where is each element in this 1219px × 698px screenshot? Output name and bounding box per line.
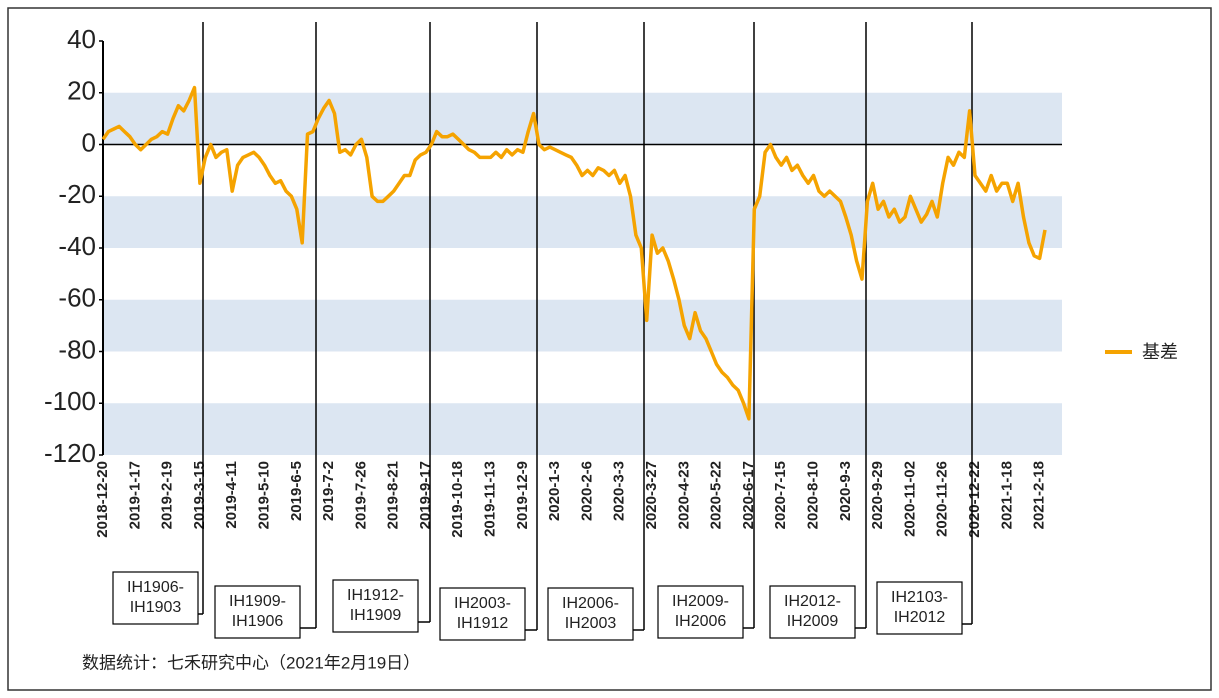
- annotation-box: [769, 585, 856, 639]
- annotation-text: IH2012: [894, 609, 946, 626]
- x-tick-label: 2019-7-26: [352, 461, 369, 529]
- x-tick-label: 2020-3-3: [611, 461, 628, 521]
- annotation-text: IH1903: [130, 599, 182, 616]
- grid-band: [103, 196, 1062, 248]
- x-tick-label: 2020-11-02: [901, 461, 918, 537]
- x-tick-label: 2020-8-10: [805, 461, 822, 529]
- x-tick-label: 2019-9-17: [417, 461, 434, 529]
- x-tick-label: 2019-6-5: [288, 461, 305, 521]
- x-tick-label: 2019-1-17: [126, 461, 143, 529]
- y-tick-label: 0: [82, 127, 96, 157]
- y-tick-label: -40: [58, 231, 96, 261]
- x-tick-label: 2021-1-18: [998, 461, 1015, 529]
- x-tick-label: 2021-2-18: [1031, 461, 1048, 529]
- annotation-box: [876, 581, 963, 635]
- source-note: 数据统计：七禾研究中心（2021年2月19日）: [82, 653, 420, 672]
- x-tick-label: 2020-7-15: [772, 461, 789, 529]
- annotation-box: [214, 585, 301, 639]
- x-tick-label: 2018-12-20: [94, 461, 111, 538]
- x-tick-label: 2019-8-21: [385, 461, 402, 529]
- annotation-text: IH2012-: [784, 593, 841, 610]
- annotation-text: IH2003-: [454, 595, 511, 612]
- annotation-box: [332, 579, 419, 633]
- annotation-text: IH1912-: [347, 587, 404, 604]
- y-tick-label: -100: [44, 386, 96, 416]
- annotation-text: IH2009: [787, 613, 839, 630]
- annotation-box: [657, 585, 744, 639]
- x-tick-label: 2019-2-19: [159, 461, 176, 529]
- y-tick-label: -60: [58, 283, 96, 313]
- x-tick-label: 2019-5-10: [255, 461, 272, 529]
- annotation-text: IH2003: [565, 615, 617, 632]
- annotation-text: IH1909: [350, 607, 402, 624]
- x-tick-label: 2020-12-22: [966, 461, 983, 538]
- y-tick-label: -80: [58, 334, 96, 364]
- y-tick-label: -20: [58, 179, 96, 209]
- annotation-box: [547, 587, 634, 641]
- annotation-text: IH2103-: [891, 589, 948, 606]
- annotation-text: IH1909-: [229, 593, 286, 610]
- annotation-text: IH2006-: [562, 595, 619, 612]
- x-tick-label: 2019-3-15: [191, 461, 208, 529]
- y-tick-label: -120: [44, 438, 96, 468]
- y-tick-label: 40: [67, 24, 96, 54]
- x-tick-label: 2020-11-26: [934, 461, 951, 537]
- x-tick-label: 2019-7-2: [320, 461, 337, 521]
- annotation-text: IH2006: [675, 613, 727, 630]
- series-line: [101, 85, 1047, 421]
- legend-label: 基差: [1142, 342, 1178, 362]
- annotation-text: IH1906: [232, 613, 284, 630]
- x-tick-label: 2020-3-27: [643, 461, 660, 529]
- annotation-text: IH1912: [457, 615, 509, 632]
- grid-band: [103, 403, 1062, 455]
- x-tick-label: 2020-9-29: [869, 461, 886, 529]
- x-tick-label: 2020-4-23: [675, 461, 692, 529]
- annotation-text: IH1906-: [127, 579, 184, 596]
- x-tick-label: 2019-12-9: [514, 461, 531, 529]
- x-tick-label: 2020-1-3: [546, 461, 563, 521]
- y-tick-label: 20: [67, 76, 96, 106]
- grid-band: [103, 92, 1062, 145]
- x-tick-label: 2019-10-18: [449, 461, 466, 538]
- x-tick-label: 2020-2-6: [578, 461, 595, 521]
- x-tick-label: 2020-9-3: [837, 461, 854, 521]
- x-tick-label: 2019-11-13: [482, 461, 499, 537]
- x-tick-label: 2019-4-11: [223, 461, 240, 529]
- annotation-box: [112, 571, 199, 625]
- annotation-text: IH2009-: [672, 593, 729, 610]
- annotation-box: [439, 587, 526, 641]
- grid-band: [103, 299, 1062, 352]
- x-tick-label: 2020-5-22: [708, 461, 725, 529]
- x-tick-label: 2020-6-17: [740, 461, 757, 529]
